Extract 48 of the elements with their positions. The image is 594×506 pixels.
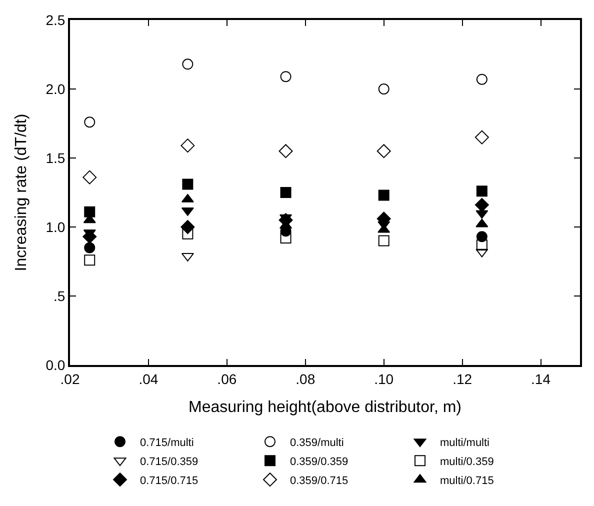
point [476,231,488,242]
y-tick-label: 2.0 [46,80,66,97]
point [376,144,391,158]
point [180,138,195,153]
y-tick-label: .5 [54,288,66,304]
legend-label: 0.359/multi [290,436,344,449]
point [84,242,96,254]
legend-label: 0.715/multi [140,436,194,449]
legend-label: 0.359/0.359 [290,456,348,468]
point [180,220,195,234]
point [280,71,292,82]
y-axis-title: Increasing rate (dT/dt) [13,114,30,272]
point [476,186,488,197]
x-tick-label: .08 [296,370,316,387]
x-tick-label: .12 [452,370,472,387]
point [278,144,293,158]
point [476,239,488,250]
point [280,232,292,244]
x-tick-label: .04 [138,370,158,387]
legend-label: multi/0.715 [440,474,494,487]
point [474,130,489,144]
point [84,254,96,266]
y-tick-label: 2.5 [46,12,66,28]
y-tick-label: 1.0 [46,218,66,235]
point [474,198,489,212]
point [182,228,194,240]
legend-label: 0.359/0.715 [290,474,348,487]
point [82,170,97,184]
point [476,74,488,85]
x-tick-label: .02 [60,370,80,387]
x-tick-label: .06 [217,370,237,387]
point [378,235,390,246]
point [182,178,194,190]
point [182,58,194,70]
legend-label: multi/0.359 [440,456,494,468]
point [378,190,390,201]
legend-label: 0.715/0.715 [140,474,198,487]
legend-label: multi/multi [440,436,490,449]
point [378,84,390,94]
y-tick-label: 0.0 [46,356,66,373]
point [84,206,96,218]
x-tick-label: .14 [531,370,551,387]
legend-label: 0.715/0.359 [140,456,198,468]
point [280,187,292,198]
x-axis-title: Measuring height(above distributor, m) [188,399,462,416]
x-tick-label: .10 [374,370,394,387]
point [84,116,96,128]
y-tick-label: 1.5 [46,150,66,166]
